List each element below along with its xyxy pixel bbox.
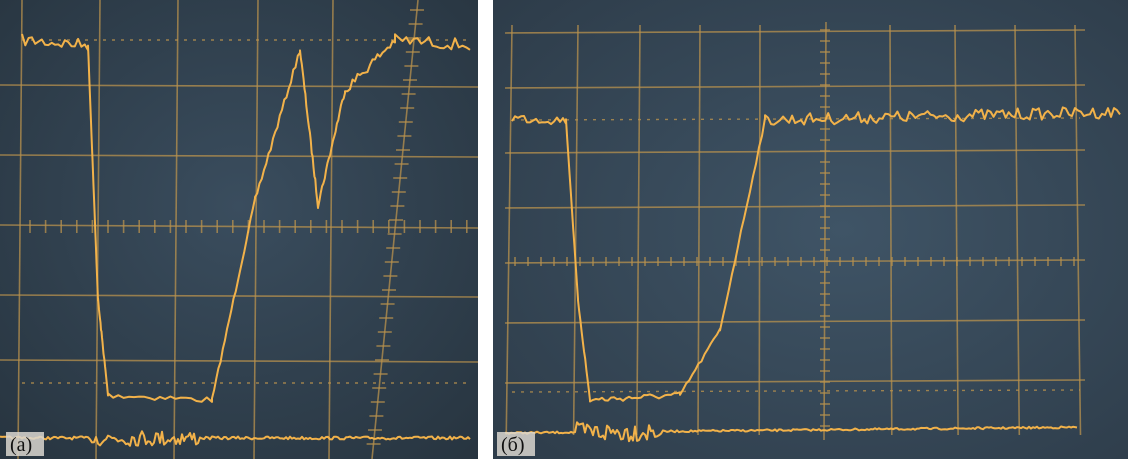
grid-line	[0, 84, 479, 88]
panel-label: (б)	[501, 434, 525, 456]
trace	[0, 33, 471, 447]
grid	[504, 21, 1086, 441]
waveform	[511, 106, 1121, 403]
grid-line	[253, 0, 259, 459]
panel-b: (б)	[493, 0, 1128, 459]
grid-line	[505, 24, 513, 436]
grid-line	[758, 24, 761, 436]
grid-line	[1014, 24, 1021, 436]
grid-line	[954, 24, 959, 436]
grid-line	[889, 24, 893, 436]
grid-line	[504, 319, 1086, 324]
axis-line	[504, 259, 1086, 264]
axis-line	[0, 224, 479, 229]
panel-a: (а)	[0, 0, 479, 459]
screen	[0, 0, 478, 459]
grid	[0, 0, 479, 459]
grid-line	[173, 0, 179, 459]
grid-line	[504, 149, 1086, 154]
grid-line	[371, 0, 419, 459]
grid-line	[0, 154, 479, 158]
sync-trace	[504, 421, 1078, 443]
label-bg	[6, 432, 44, 456]
grid-line	[17, 0, 23, 459]
grid-line	[504, 204, 1086, 209]
label-bg	[497, 432, 535, 456]
grid-line	[636, 24, 641, 436]
grid-line	[0, 294, 479, 298]
grid-line	[697, 24, 701, 436]
trace	[504, 106, 1121, 443]
grid-line	[1074, 24, 1082, 436]
sync-trace	[0, 430, 471, 447]
panel-label: (а)	[10, 434, 32, 456]
grid-line	[504, 29, 1086, 34]
grid-line	[572, 24, 579, 436]
waveform	[21, 33, 471, 403]
grid-line	[504, 379, 1086, 384]
grid-line	[504, 84, 1086, 89]
grid-line	[0, 359, 479, 363]
